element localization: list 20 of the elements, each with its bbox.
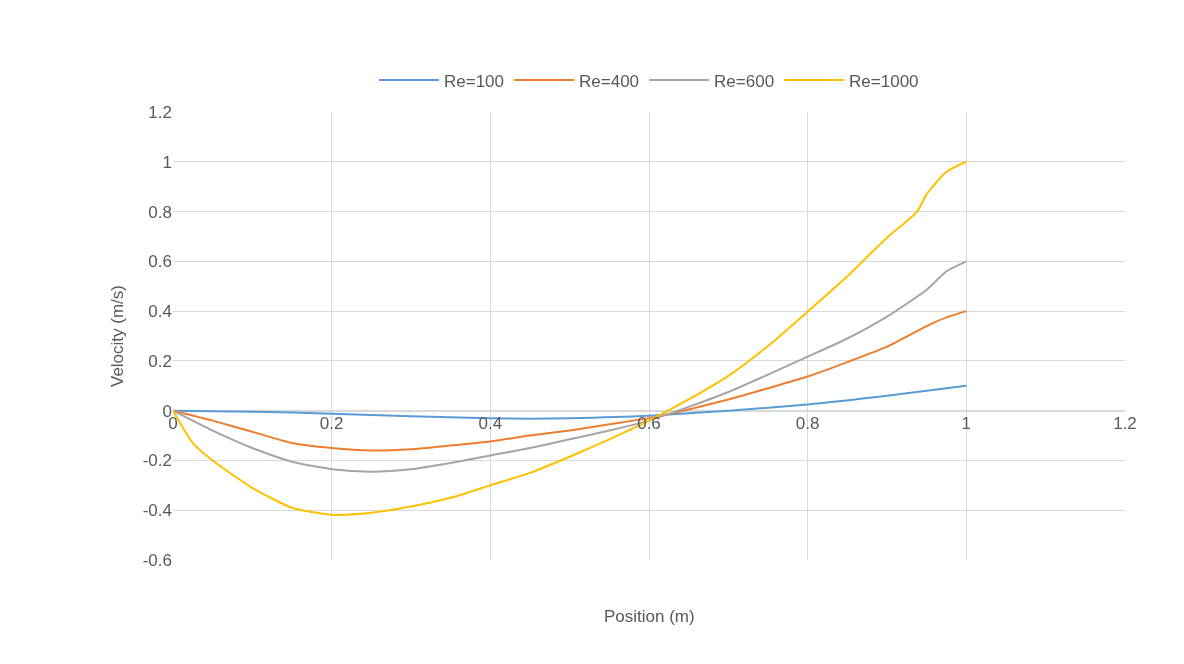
x-tick-label: 0.4 [478,413,503,433]
y-tick-label: -0.6 [142,550,172,570]
y-tick-label: 0.2 [148,351,172,371]
y-tick-label: -0.4 [142,501,172,521]
legend-label: Re=600 [714,71,775,91]
y-tick-label: 0.8 [148,202,172,222]
x-tick-label: 1 [961,413,972,433]
y-tick-label: 1 [162,152,172,172]
x-tick-label: 1.2 [1113,413,1137,433]
x-tick-label: 0.2 [319,413,344,433]
legend-label: Re=1000 [849,71,919,91]
legend-label: Re=100 [444,71,505,91]
y-axis-title: Velocity (m/s) [108,284,128,388]
y-tick-label: -0.2 [142,451,172,471]
y-tick-label: 1.2 [148,102,172,122]
y-tick-label: 0.4 [148,302,172,322]
legend-label: Re=400 [579,71,640,91]
x-tick-label: 0.8 [795,413,820,433]
x-axis-title: Position (m) [604,607,695,626]
y-tick-label: 0.6 [148,252,172,272]
